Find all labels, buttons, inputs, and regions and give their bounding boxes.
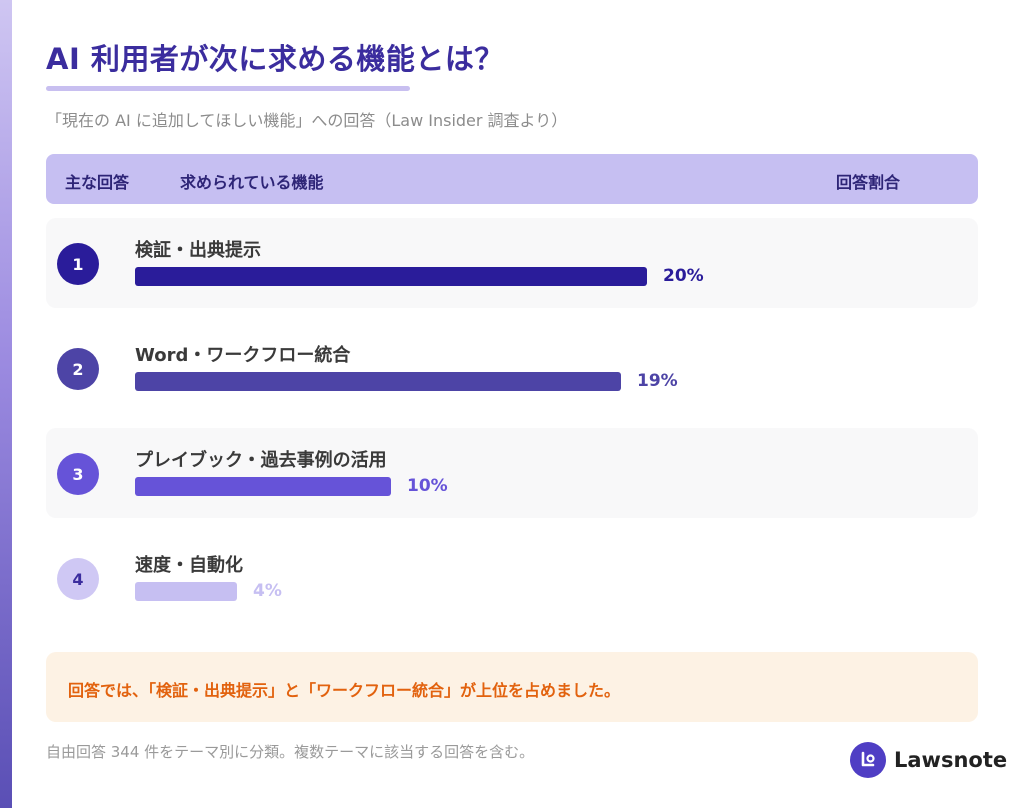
category-label: プレイブック・過去事例の活用 <box>135 450 387 471</box>
bar <box>135 582 237 601</box>
rank-badge: 3 <box>57 453 99 495</box>
bar <box>135 477 391 496</box>
chart-row: 1 検証・出典提示 20% <box>46 218 978 308</box>
value-label: 10% <box>407 476 448 496</box>
bar <box>135 267 647 286</box>
bar <box>135 372 621 391</box>
header-feature: 求められている機能 <box>180 173 324 192</box>
left-accent-stripe <box>0 0 12 808</box>
chart-row: 3 プレイブック・過去事例の活用 10% <box>46 428 978 518</box>
chart-row: 2 Word・ワークフロー統合 19% <box>46 323 978 413</box>
summary-callout: 回答では、「検証・出典提示」と「ワークフロー統合」が上位を占めました。 <box>46 652 978 722</box>
category-label: Word・ワークフロー統合 <box>135 345 351 366</box>
value-label: 19% <box>637 371 678 391</box>
category-label: 検証・出典提示 <box>135 240 261 261</box>
rank-badge: 2 <box>57 348 99 390</box>
page-subtitle: 「現在の AI に追加してほしい機能」への回答（Law Insider 調査より… <box>46 111 568 130</box>
header-rank: 主な回答 <box>65 173 130 192</box>
category-label: 速度・自動化 <box>135 555 243 576</box>
header-ratio: 回答割合 <box>836 173 901 192</box>
brand-name: Lawsnote <box>894 748 1008 772</box>
lawsnote-logo-icon <box>850 742 886 778</box>
callout-text: 回答では、「検証・出典提示」と「ワークフロー統合」が上位を占めました。 <box>68 681 621 700</box>
footnote: 自由回答 344 件をテーマ別に分類。複数テーマに該当する回答を含む。 <box>46 743 535 761</box>
chart-row: 4 速度・自動化 4% <box>46 533 978 623</box>
rank-badge: 1 <box>57 243 99 285</box>
brand: Lawsnote <box>850 742 1007 778</box>
rank-badge: 4 <box>57 558 99 600</box>
value-label: 20% <box>663 266 704 286</box>
page-title: AI 利用者が次に求める機能とは？ <box>46 42 504 76</box>
value-label: 4% <box>253 581 282 601</box>
title-underline <box>46 86 410 91</box>
table-header: 主な回答 求められている機能 回答割合 <box>46 154 978 204</box>
